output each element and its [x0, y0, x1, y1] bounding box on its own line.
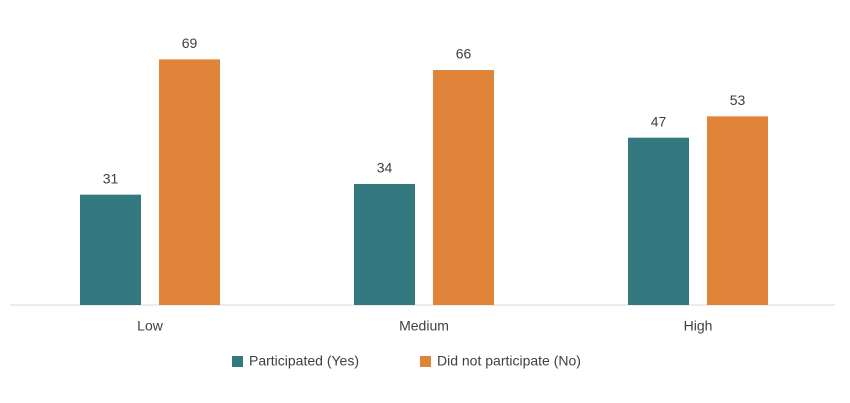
data-label: 53	[730, 92, 746, 108]
legend-swatch	[420, 356, 431, 367]
legend-label: Did not participate (No)	[437, 353, 581, 369]
data-label: 47	[651, 113, 667, 129]
x-tick-label: Low	[137, 318, 164, 334]
bar	[433, 70, 494, 305]
data-label: 34	[377, 160, 393, 176]
data-label: 31	[103, 170, 119, 186]
bar	[628, 137, 689, 305]
legend-label: Participated (Yes)	[249, 353, 359, 369]
bar	[159, 59, 220, 305]
data-label: 69	[182, 35, 198, 51]
bar	[80, 194, 141, 305]
bar	[707, 116, 768, 305]
legend-swatch	[232, 356, 243, 367]
x-tick-label: High	[684, 318, 713, 334]
bar	[354, 183, 415, 305]
data-label: 66	[456, 46, 472, 62]
x-tick-label: Medium	[399, 318, 449, 334]
